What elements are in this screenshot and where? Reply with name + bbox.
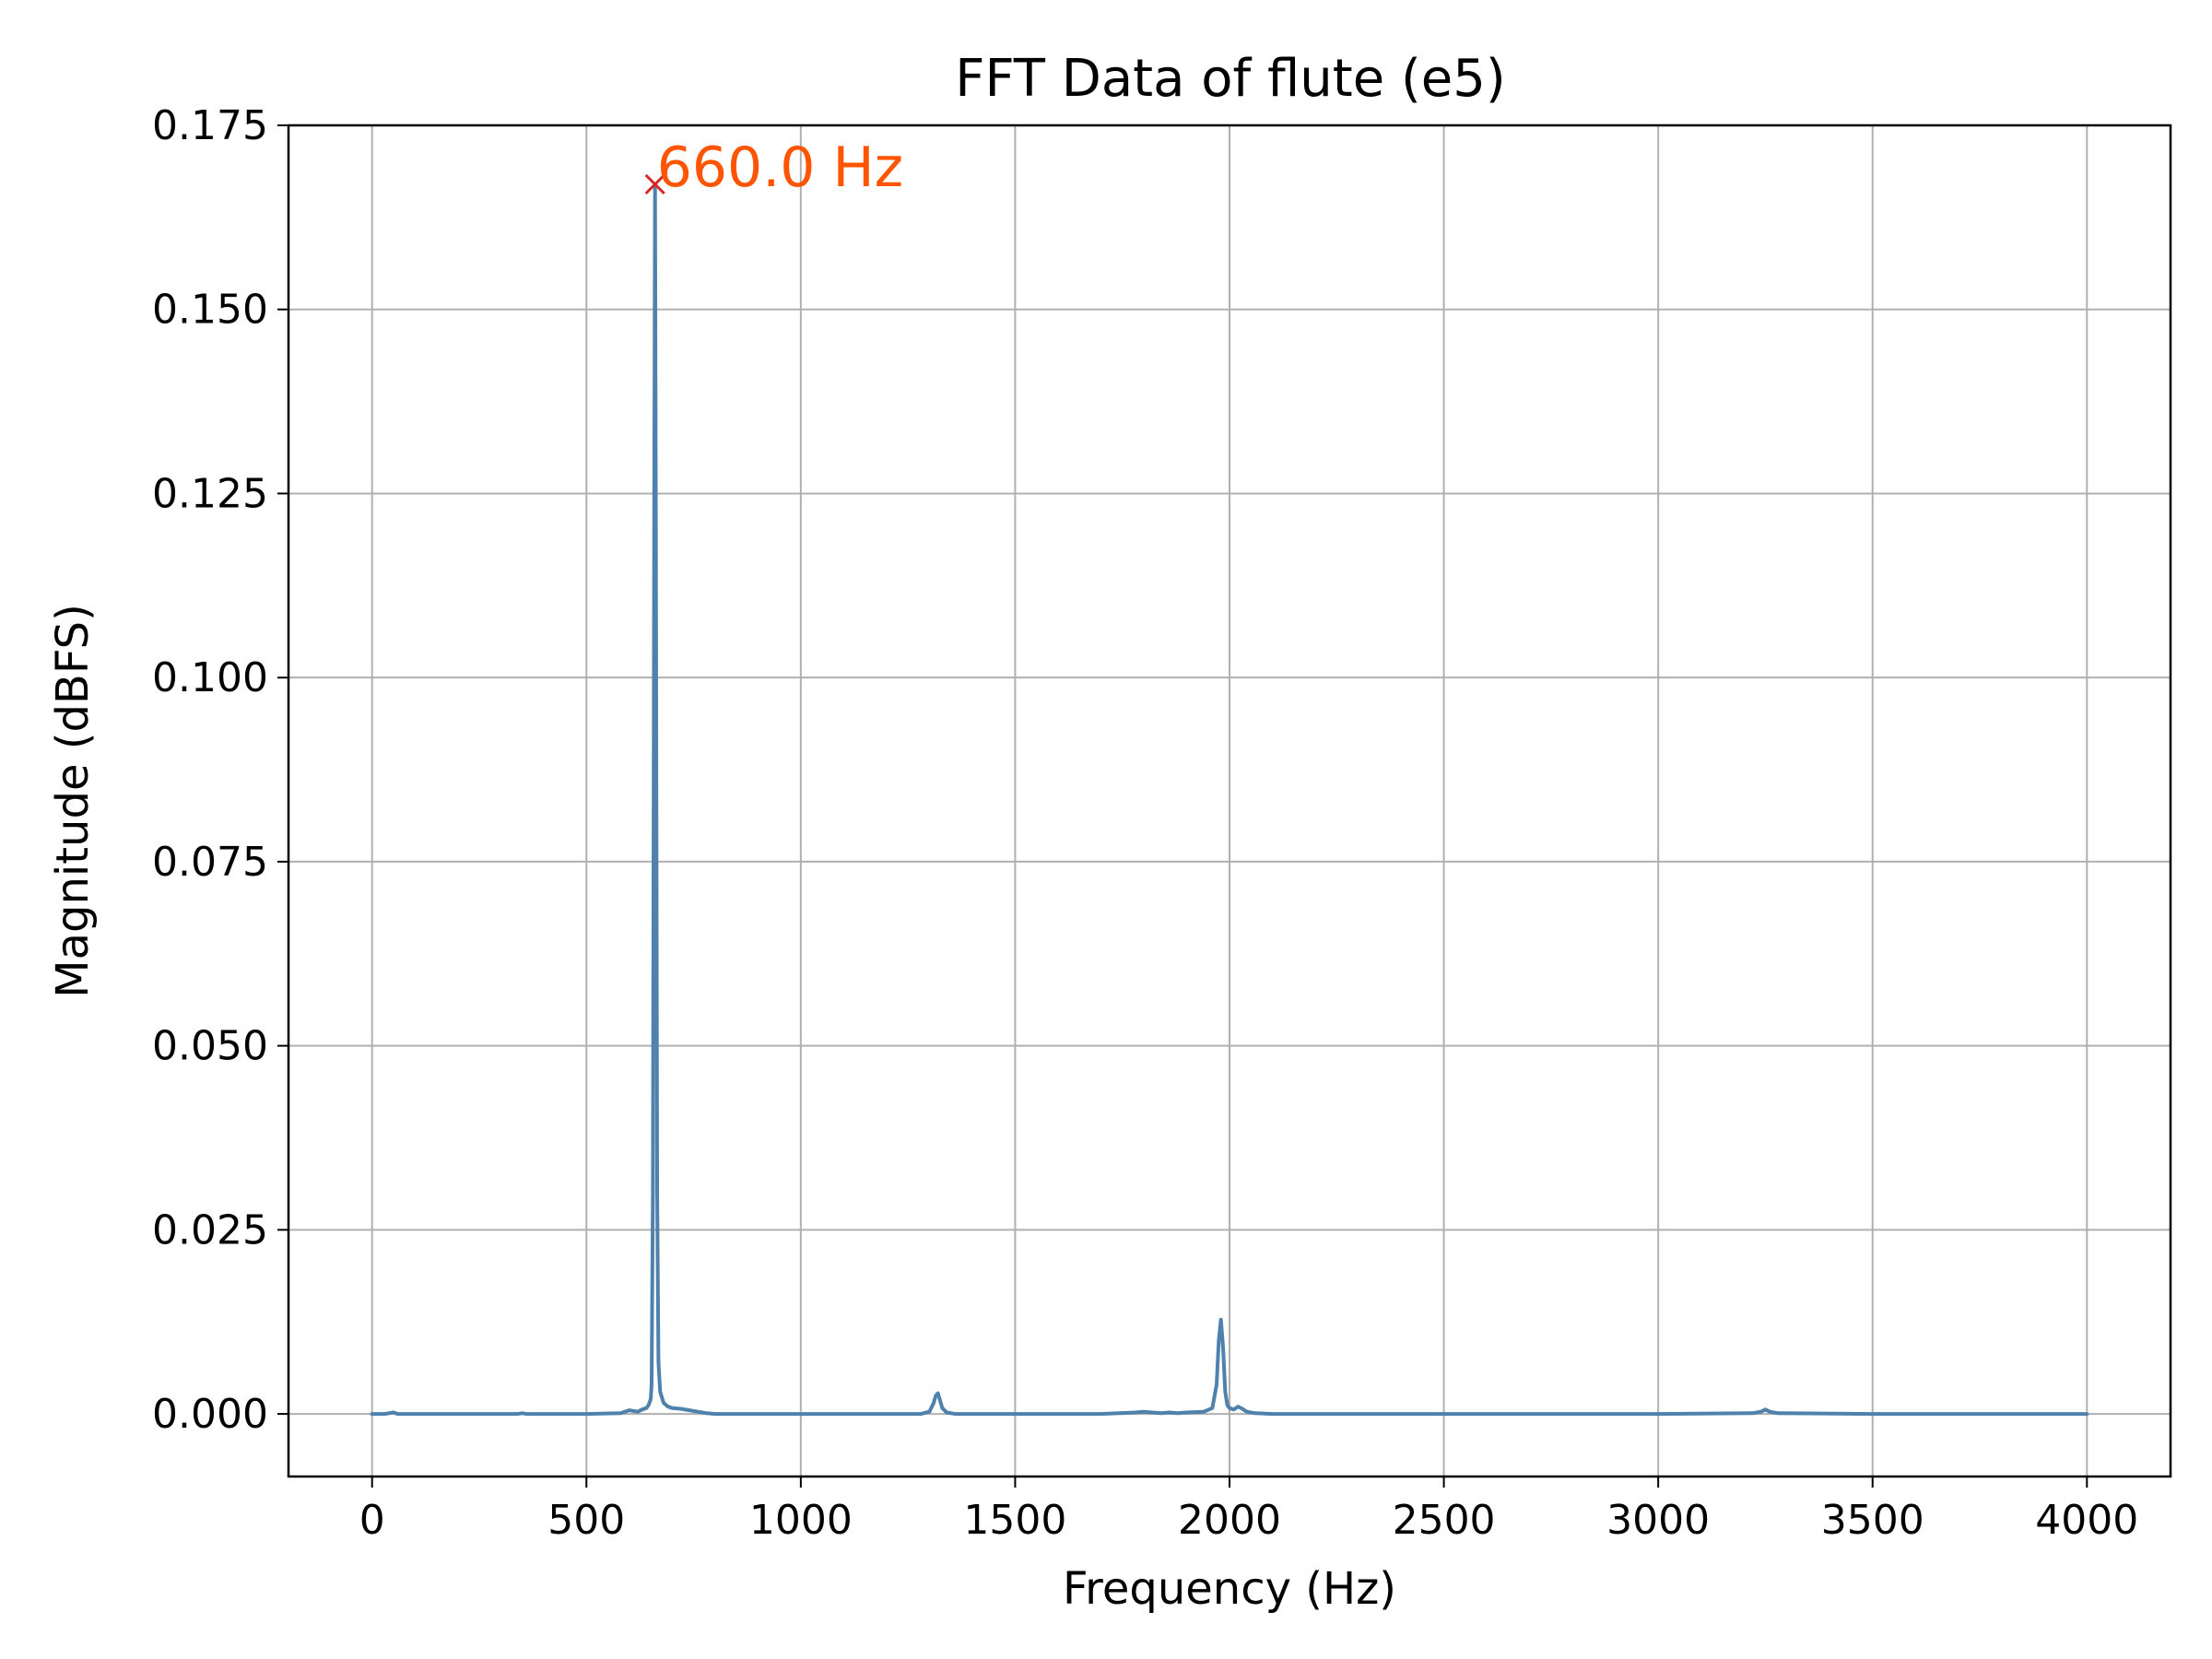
x-tick-label: 500 xyxy=(547,1497,625,1544)
peak-annotation: 660.0 Hz xyxy=(657,135,903,200)
peak-layer: 660.0 Hz xyxy=(644,135,903,200)
x-tick-label: 2000 xyxy=(1178,1497,1281,1544)
x-tick-label: 2500 xyxy=(1393,1497,1496,1544)
x-axis-ticks: 0 500 1000 1500 2000 2500 3000 3500 4000 xyxy=(359,1477,2138,1544)
peak-marker xyxy=(644,173,665,194)
x-tick-label: 1500 xyxy=(963,1497,1066,1544)
y-tick-label: 0.150 xyxy=(152,287,268,334)
y-axis-label: Magnitude (dBFS) xyxy=(47,604,99,998)
x-tick-label: 3000 xyxy=(1606,1497,1710,1544)
series-line xyxy=(370,182,2089,1417)
y-tick-label: 0.125 xyxy=(152,470,268,517)
x-tick-label: 3500 xyxy=(1821,1497,1924,1544)
x-tick-label: 0 xyxy=(359,1497,385,1544)
chart-title: FFT Data of flute (e5) xyxy=(955,49,1506,109)
y-tick-label: 0.025 xyxy=(152,1206,268,1253)
y-tick-label: 0.000 xyxy=(152,1391,268,1438)
x-tick-label: 1000 xyxy=(749,1497,853,1544)
y-tick-label: 0.175 xyxy=(152,102,268,149)
y-tick-label: 0.075 xyxy=(152,839,268,886)
y-tick-label: 0.050 xyxy=(152,1023,268,1070)
grid-lines xyxy=(288,124,2171,1477)
y-axis-ticks: 0.000 0.025 0.050 0.075 0.100 0.125 0.150 0.175 xyxy=(152,102,288,1438)
x-axis-label: Frequency (Hz) xyxy=(1063,1563,1396,1615)
x-tick-label: 4000 xyxy=(2035,1497,2138,1544)
y-tick-label: 0.100 xyxy=(152,654,268,701)
series-layer xyxy=(370,182,2089,1417)
